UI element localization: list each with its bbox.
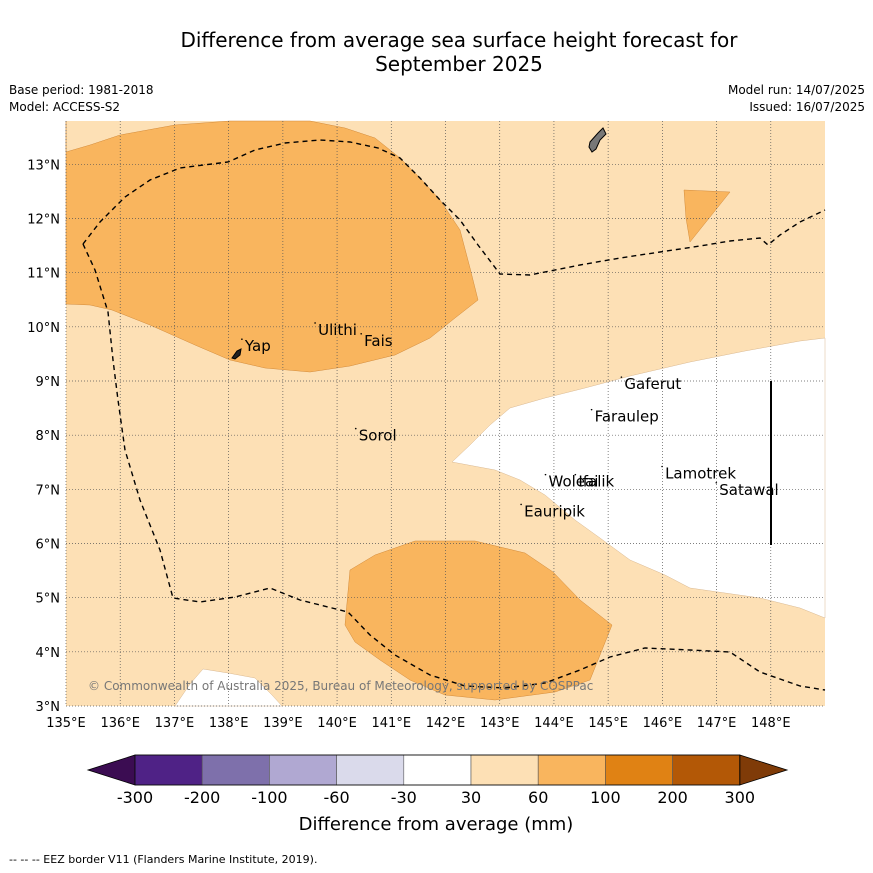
meta-left: Base period: 1981-2018 Model: ACCESS-S2 — [9, 82, 154, 116]
colorbar-tick-label: 200 — [657, 788, 688, 807]
place-label: Sorol — [359, 427, 397, 445]
island-marker — [354, 427, 357, 430]
island-marker — [620, 376, 623, 378]
latitude-tick-label: 12°N — [27, 213, 60, 228]
longitude-tick-label: 146°E — [643, 716, 683, 731]
longitude-tick-label: 144°E — [534, 716, 574, 731]
longitude-tick-label: 135°E — [46, 716, 86, 731]
yap-land — [231, 348, 242, 360]
chart-title: Difference from average sea surface heig… — [0, 28, 873, 76]
neutral-anomaly-region-south — [174, 668, 283, 707]
colorbar-tick-label: -30 — [391, 788, 417, 807]
longitude-tick-label: 138°E — [209, 716, 249, 731]
place-labels: Yap Ulithi Fais Sorol Gaferut Faraulep WoleaiI… — [241, 321, 779, 520]
colorbar-arrow-low — [86, 754, 136, 786]
colorbar-segment — [201, 754, 270, 786]
copyright-text: © Commonwealth of Australia 2025, Bureau… — [88, 679, 593, 693]
axis-labels: 135°E 136°E 137°E 138°E 139°E 140°E 141°E 142°E… — [27, 158, 790, 731]
neutral-anomaly-region-east — [451, 337, 826, 619]
colorbar-segment — [134, 754, 203, 786]
longitude-tick-label: 147°E — [697, 716, 737, 731]
place-label: Yap — [244, 337, 271, 355]
colorbar-frame — [134, 754, 741, 786]
colorbar-segment — [269, 754, 337, 786]
place-label: Fais — [364, 332, 393, 350]
longitude-tick-label: 141°E — [372, 716, 412, 731]
colorbar-title: Difference from average (mm) — [299, 814, 574, 835]
longitude-tick-label: 142°E — [426, 716, 466, 731]
model-text: Model: ACCESS-S2 — [9, 100, 121, 114]
latitude-tick-label: 3°N — [36, 700, 61, 715]
island-marker — [661, 465, 663, 468]
map-plot-area: © Commonwealth of Australia 2025, Bureau… — [65, 120, 826, 707]
place-label: Faraulep — [595, 408, 659, 426]
longitude-tick-label: 136°E — [100, 716, 140, 731]
meta-right: Model run: 14/07/2025 Issued: 16/07/2025 — [728, 82, 865, 116]
colorbar-segment — [336, 754, 405, 786]
colorbar-tick-label: 100 — [590, 788, 621, 807]
place-label: Woleai — [549, 473, 599, 491]
longitude-tick-label: 140°E — [317, 716, 357, 731]
eez-border — [82, 139, 826, 276]
place-label: Lamotrek — [665, 465, 736, 483]
issued-text: Issued: 16/07/2025 — [749, 100, 865, 114]
colorbar-tick-label: -100 — [251, 788, 287, 807]
latitude-tick-label: 6°N — [36, 538, 61, 553]
model-run-text: Model run: 14/07/2025 — [727, 83, 865, 97]
island-marker — [544, 473, 547, 476]
colorbar-segment — [605, 754, 673, 786]
latitude-tick-label: 11°N — [27, 267, 60, 282]
place-label: Eauripik — [524, 502, 585, 520]
place-label: Ifalik — [578, 473, 614, 491]
latitude-tick-label: 10°N — [27, 321, 60, 336]
colorbar-segment — [537, 754, 606, 786]
island-marker — [314, 322, 316, 324]
guam-land — [588, 127, 607, 153]
colorbar-tick-label: 30 — [461, 788, 481, 807]
island-marker — [574, 473, 577, 476]
colorbar-tick-label: 300 — [725, 788, 756, 807]
title-line-2: September 2025 — [375, 52, 543, 76]
latitude-tick-label: 5°N — [36, 592, 61, 607]
graticule — [65, 121, 825, 707]
place-label: Gaferut — [624, 375, 681, 393]
longitude-tick-label: 148°E — [751, 716, 791, 731]
longitude-tick-label: 145°E — [588, 716, 628, 731]
colorbar-tick-label: 60 — [528, 788, 548, 807]
place-label: Ulithi — [318, 321, 357, 339]
latitude-tick-label: 9°N — [36, 375, 61, 390]
island-marker — [360, 332, 362, 335]
latitude-tick-label: 13°N — [27, 158, 60, 173]
latitude-tick-label: 4°N — [36, 646, 61, 661]
longitude-tick-label: 137°E — [155, 716, 195, 731]
longitude-tick-label: 143°E — [480, 716, 520, 731]
colorbar-tick-label: -300 — [117, 788, 153, 807]
place-label: Satawal — [719, 481, 778, 499]
longitude-tick-label: 139°E — [263, 716, 303, 731]
colorbar-arrow-high — [739, 754, 789, 786]
base-period-text: Base period: 1981-2018 — [9, 83, 154, 97]
colorbar-segment — [403, 754, 472, 786]
colorbar: -300 -200 -100 -60 -30 30 60 100 200 300 — [86, 754, 789, 807]
high-anomaly-region-northeast — [683, 189, 731, 243]
colorbar-segment — [672, 754, 741, 786]
latitude-tick-label: 7°N — [36, 483, 61, 498]
island-marker — [590, 408, 593, 411]
colorbar-tick-label: -200 — [184, 788, 220, 807]
high-anomaly-region-north — [65, 120, 479, 373]
latitude-tick-label: 8°N — [36, 429, 61, 444]
eez-footnote: -- -- -- EEZ border V11 (Flanders Marine… — [9, 853, 318, 866]
island-marker — [241, 338, 243, 341]
colorbar-segment — [470, 754, 539, 786]
island-marker — [520, 503, 522, 506]
high-anomaly-region-south — [344, 540, 613, 701]
island-marker — [715, 481, 718, 484]
colorbar-tick-label: -60 — [324, 788, 350, 807]
title-line-1: Difference from average sea surface heig… — [180, 28, 738, 52]
